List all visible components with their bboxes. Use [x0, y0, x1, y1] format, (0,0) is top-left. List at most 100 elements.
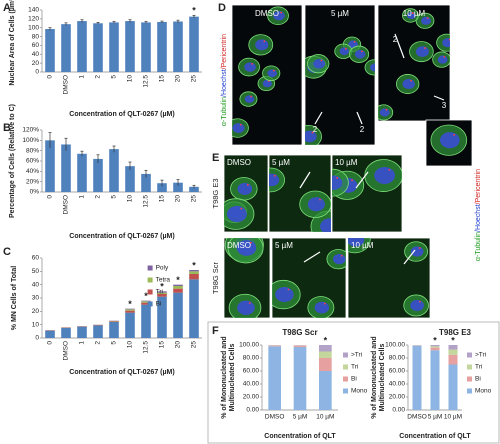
centrosome: [287, 288, 290, 291]
row-label: T98G Scr: [211, 261, 220, 294]
nucleus: [379, 108, 390, 117]
y-tick-label: 60.00: [243, 368, 260, 375]
bar-segment: [141, 302, 151, 305]
legend-label: >Tri: [475, 352, 486, 359]
centrosome: [263, 40, 266, 43]
centrosome: [358, 234, 360, 236]
x-axis-label: Concentration of QLT-0267 (µM): [69, 369, 174, 376]
centrosome: [311, 131, 314, 134]
bar: [141, 173, 151, 192]
centrosome: [249, 241, 252, 244]
x-tick-label: 10: [127, 341, 134, 349]
y-axis-label: Percentage of Cells (Relative to C): [9, 104, 16, 218]
y-tick-label: 40%: [26, 168, 39, 175]
bar: [61, 144, 71, 192]
condition-label: 10 µM: [351, 241, 374, 250]
nucleus: [262, 79, 272, 88]
arrow-label: 2: [313, 125, 318, 134]
y-tick-label: 20: [32, 60, 40, 67]
centrosome: [239, 123, 242, 126]
bar-segment: [45, 330, 55, 338]
arrow: [355, 171, 369, 189]
bar: [173, 182, 183, 192]
x-tick-label: 5: [111, 75, 118, 79]
x-tick-label: 25: [191, 195, 198, 203]
nucleus: [226, 205, 247, 223]
x-axis-label: Concentration of QLT-0267 (µM): [69, 111, 174, 118]
centrosome: [320, 59, 323, 62]
bar: [125, 166, 135, 192]
arrow-label: 2: [360, 125, 365, 134]
nucleus: [275, 287, 294, 303]
bar: [45, 29, 55, 73]
arrow: [433, 95, 445, 101]
bar: [125, 21, 135, 73]
nucleus: [273, 11, 285, 21]
bar-segment: [430, 346, 440, 348]
legend-swatch: [467, 352, 472, 358]
bar-segment: [125, 310, 135, 313]
legend-swatch: [343, 364, 348, 370]
bar-segment: [268, 345, 281, 347]
legend-swatch: [147, 289, 153, 295]
bar-segment: [141, 301, 151, 303]
nucleus: [237, 182, 253, 195]
nucleus: [333, 254, 346, 265]
bar-segment: [77, 326, 87, 338]
legend-swatch: [147, 265, 153, 271]
cells: [332, 159, 402, 200]
bar-segment: [430, 345, 440, 347]
x-axis-label: Concentration of QLT: [264, 433, 336, 440]
y-tick-label: 20%: [26, 178, 39, 185]
chart-title: T98G Scr: [282, 328, 317, 337]
y-axis-label: Multinucleated Cells: [379, 344, 386, 412]
y-tick-label: 40.00: [389, 381, 406, 388]
y-tick-label: 40: [32, 51, 40, 58]
cells: [224, 177, 258, 230]
y-tick-label: 40.00: [243, 381, 260, 388]
y-tick-label: 40: [32, 281, 40, 288]
x-tick-label: 10: [127, 195, 134, 203]
y-tick-label: 30: [32, 295, 40, 302]
centrosome: [448, 38, 450, 41]
x-tick-label: 5: [111, 341, 118, 345]
legend-label: Bi: [156, 301, 162, 308]
significance: *: [176, 275, 180, 285]
y-tick-label: 60: [32, 255, 40, 262]
nucleus: [244, 62, 256, 72]
stain-label: α-Tubulin/Hoechst/Pericentrin: [221, 34, 228, 126]
bar-segment: [109, 321, 119, 322]
nucleus: [267, 69, 277, 78]
cells: [378, 8, 450, 121]
y-tick-label: 0.00: [246, 407, 259, 414]
legend-swatch: [147, 277, 153, 283]
x-tick-label: 20: [175, 341, 182, 349]
x-tick-label: 1: [79, 341, 86, 345]
nucleus: [407, 11, 416, 20]
stain-part: α-Tubulin: [221, 97, 228, 126]
chart-title: T98G E3: [439, 328, 472, 337]
legend-label: Tri: [475, 364, 482, 371]
nucleus: [332, 175, 343, 190]
bar-segment: [448, 364, 458, 410]
x-axis-label: Concentration of QLT: [399, 433, 471, 440]
nucleus: [307, 197, 325, 212]
bar: [45, 140, 55, 192]
bar-segment: [268, 346, 281, 410]
condition-label: 10 µM: [335, 158, 358, 167]
centrosome: [388, 168, 391, 171]
centrosome: [280, 11, 283, 14]
legend-label: Tri: [351, 364, 358, 371]
row-label: T98G E3: [211, 178, 220, 208]
panel-letter: A: [3, 2, 11, 14]
cells: [269, 167, 331, 232]
y-tick-label: 0%: [30, 189, 40, 196]
bar: [157, 21, 167, 72]
significance: *: [160, 282, 164, 292]
condition-label: 5 µM: [272, 158, 290, 167]
centrosome: [418, 247, 421, 249]
bar: [77, 153, 87, 192]
bar-segment: [173, 284, 183, 286]
arrow: [394, 33, 405, 59]
